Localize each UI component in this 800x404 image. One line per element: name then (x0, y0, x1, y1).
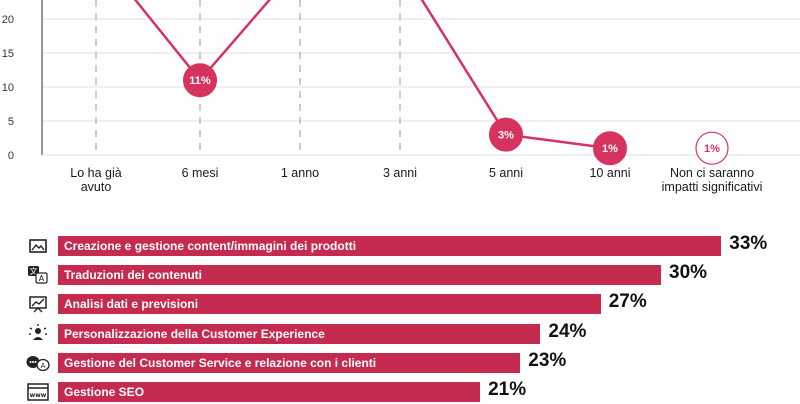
data-point-label: 1% (704, 143, 720, 155)
bar-category-label: Gestione SEO (64, 385, 145, 399)
personalization-icon (26, 323, 50, 345)
bar: Personalizzazione della Customer Experie… (58, 323, 541, 344)
bar-row: A Gestione del Customer Service e relazio… (0, 349, 800, 375)
bar-value-label: 21% (488, 379, 527, 400)
bar: Analisi dati e previsioni (58, 294, 601, 315)
bar-category-label: Traduzioni dei contenuti (64, 268, 202, 283)
image-icon (26, 235, 50, 257)
data-point-marker (593, 131, 627, 166)
data-point-label: 1% (602, 143, 618, 155)
x-category-label: 10 anni (589, 166, 630, 180)
x-category-label: 5 anni (489, 166, 523, 180)
bar-row: Analisi dati e previsioni 27% (0, 291, 800, 316)
bar-category-label: Creazione e gestione content/immagini de… (64, 239, 357, 253)
bar: Creazione e gestione content/immagini de… (58, 236, 722, 256)
bar-value-label: 27% (608, 291, 647, 313)
data-point-label: 11% (189, 75, 211, 87)
customer-service-icon: A (26, 352, 50, 374)
data-point-marker (489, 117, 523, 152)
bar-category-label: Gestione del Customer Service e relazion… (64, 355, 377, 370)
series-line (133, 0, 611, 150)
x-axis-categories: Lo ha già avuto 6 mesi 1 anno 3 anni 5 anni 10… (70, 166, 762, 194)
y-tick-label: 20 (2, 14, 14, 26)
y-tick-label: 10 (2, 82, 14, 94)
bar-value-label: 30% (669, 262, 708, 284)
analytics-icon (26, 293, 50, 315)
bar-value-label: 33% (729, 233, 768, 254)
bar-value-label: 23% (528, 349, 567, 371)
svg-text:A: A (41, 362, 46, 370)
svg-text:A: A (39, 274, 45, 283)
x-category-label: 1 anno (281, 166, 319, 180)
bar: Traduzioni dei contenuti (58, 265, 661, 286)
bar-chart: Creazione e gestione content/immagini de… (0, 233, 800, 402)
series-polyline (133, 0, 611, 150)
y-tick-label: 15 (2, 48, 14, 60)
y-axis: 0 5 10 15 20 (2, 0, 800, 162)
bar: Gestione del Customer Service e relazion… (58, 352, 521, 373)
svg-text:www: www (30, 392, 47, 399)
bar: Gestione SEO (58, 382, 481, 402)
svg-text:文: 文 (30, 266, 38, 276)
bar-row: 文 A Traduzioni dei contenuti 30% (0, 262, 800, 287)
bar-category-label: Personalizzazione della Customer Experie… (64, 326, 325, 341)
x-category-label: Non ci saranno impatti significativi (662, 166, 763, 194)
data-point-marker (183, 63, 217, 98)
x-category-label: Lo ha già avuto (70, 166, 121, 194)
bar-row: Creazione e gestione content/immagini de… (0, 233, 800, 258)
y-tick-label: 5 (8, 116, 14, 128)
y-tick-label: 0 (8, 150, 14, 162)
series-points: 11% 3% 1% 1% (183, 63, 729, 166)
x-category-label: 3 anni (383, 166, 417, 180)
bar-row: Personalizzazione della Customer Experie… (0, 320, 800, 346)
data-point-label: 3% (498, 130, 514, 142)
data-point-marker (695, 131, 729, 165)
bar-row: www Gestione SEO 21% (0, 379, 800, 404)
bar-value-label: 24% (548, 320, 587, 342)
x-category-label: 6 mesi (182, 166, 219, 180)
bar-category-label: Analisi dati e previsioni (64, 297, 199, 312)
